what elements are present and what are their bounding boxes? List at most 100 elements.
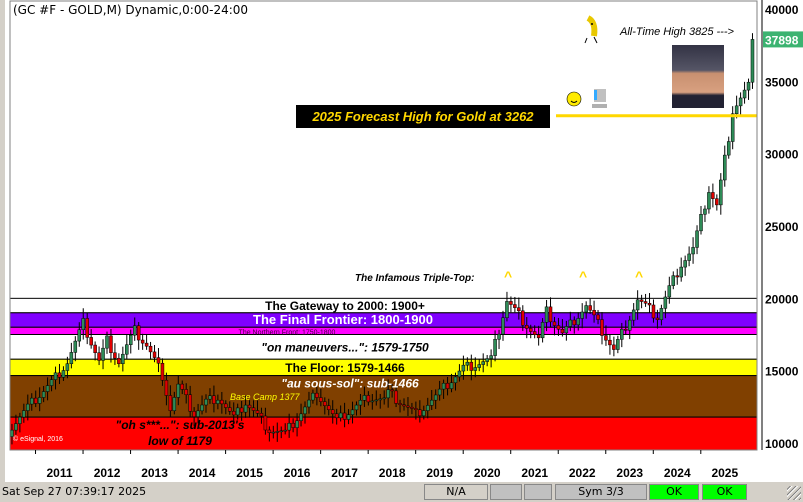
plot-frame <box>9 0 758 451</box>
candle-body <box>671 275 676 286</box>
candle-body <box>734 105 739 114</box>
candle-body <box>742 89 747 99</box>
candle-body <box>719 179 723 206</box>
candle-body <box>37 397 42 404</box>
candle-body <box>513 304 517 308</box>
candle-body <box>239 407 244 413</box>
price-chart[interactable]: The Gateway to 2000: 1900+The Final Fron… <box>5 0 803 482</box>
candle-body <box>683 260 687 268</box>
candle-body <box>473 367 478 371</box>
x-tick-label: 2012 <box>94 466 121 480</box>
x-tick-label: 2019 <box>426 466 453 480</box>
candle-body <box>132 325 137 336</box>
candle-body <box>358 400 363 406</box>
candle-body <box>354 404 359 411</box>
candle-body <box>481 361 485 365</box>
y-tick-label: 25000 <box>765 220 799 234</box>
candle-body <box>101 347 105 361</box>
candle-body <box>224 403 228 408</box>
candle-body <box>93 344 97 353</box>
candle-body <box>291 422 295 428</box>
status-ok-1: OK <box>649 484 699 500</box>
base-camp-label: Base Camp 1377 <box>230 392 300 402</box>
candle-body <box>77 329 82 342</box>
candle-body <box>651 304 656 319</box>
candle-body <box>152 351 157 358</box>
candle-body <box>370 400 375 403</box>
x-tick-label: 2013 <box>141 466 168 480</box>
band-label-6: "oh s***...": sub-2013's <box>116 418 245 432</box>
candle-body <box>643 301 648 304</box>
candle-body <box>89 337 93 346</box>
candle-body <box>323 401 327 406</box>
candle-body <box>338 412 343 419</box>
candle-body <box>584 305 588 313</box>
candle-body <box>30 397 34 405</box>
forecast-banner: 2025 Forecast High for Gold at 3262 <box>296 105 550 128</box>
candle-body <box>251 407 256 411</box>
candle-body <box>188 394 192 412</box>
candle-body <box>390 389 394 392</box>
band-label-2: The Northern Front: 1750-1800 <box>239 330 336 337</box>
candle-body <box>418 409 422 417</box>
candle-body <box>220 399 224 405</box>
candle-body <box>184 389 188 396</box>
candle-body <box>334 413 339 419</box>
candle-body <box>631 309 636 321</box>
candle-body <box>540 322 545 339</box>
y-tick-label: 10000 <box>765 437 799 451</box>
candle-body <box>14 423 18 431</box>
candle-body <box>572 319 577 326</box>
candle-body <box>548 306 553 323</box>
candle-body <box>295 420 299 428</box>
candle-body <box>247 404 252 409</box>
candle-body <box>65 363 70 371</box>
x-tick-label: 2015 <box>236 466 263 480</box>
candle-body <box>129 334 133 345</box>
candle-body <box>576 318 580 326</box>
x-tick-label: 2021 <box>521 466 548 480</box>
candle-body <box>136 325 141 341</box>
band-label-1: The Final Frontier: 1800-1900 <box>253 312 433 327</box>
candle-body <box>703 208 707 215</box>
candle-body <box>433 394 438 401</box>
candle-body <box>121 353 125 364</box>
candle-body <box>212 395 216 404</box>
candle-body <box>608 339 612 346</box>
candle-body <box>204 398 208 406</box>
candle-body <box>695 230 699 248</box>
candle-body <box>525 324 529 329</box>
x-tick-label: 2020 <box>474 466 501 480</box>
candle-body <box>287 422 291 431</box>
x-tick-label: 2025 <box>711 466 738 480</box>
candle-body <box>69 352 74 364</box>
candle-body <box>560 328 565 334</box>
candle-body <box>53 372 58 380</box>
candle-body <box>263 415 268 431</box>
status-sym: Sym 3/3 <box>555 484 647 500</box>
candle-body <box>140 339 145 344</box>
candle-body <box>528 328 533 332</box>
resize-grip[interactable] <box>787 486 801 500</box>
candle-body <box>707 192 711 210</box>
candle-body <box>536 334 541 339</box>
candle-body <box>49 379 54 386</box>
candle-body <box>243 404 248 413</box>
candle-body <box>723 154 727 181</box>
band-label-4: The Floor: 1579-1466 <box>285 361 405 375</box>
candle-body <box>493 338 497 356</box>
candle-body <box>366 395 371 403</box>
candle-body <box>362 395 367 401</box>
candle-body <box>596 314 600 320</box>
smiley-computer-icon <box>562 87 612 111</box>
candle-body <box>97 352 101 361</box>
x-tick-label: 2014 <box>189 466 216 480</box>
candle-body <box>509 301 513 305</box>
candle-body <box>457 370 462 378</box>
status-bar: Sat Sep 27 07:39:17 2025 N/A Sym 3/3 OK … <box>0 482 803 502</box>
candle-body <box>125 344 129 355</box>
candle-body <box>148 345 153 353</box>
x-tick-label: 2024 <box>664 466 691 480</box>
candle-body <box>279 430 283 433</box>
x-tick-label: 2016 <box>284 466 311 480</box>
